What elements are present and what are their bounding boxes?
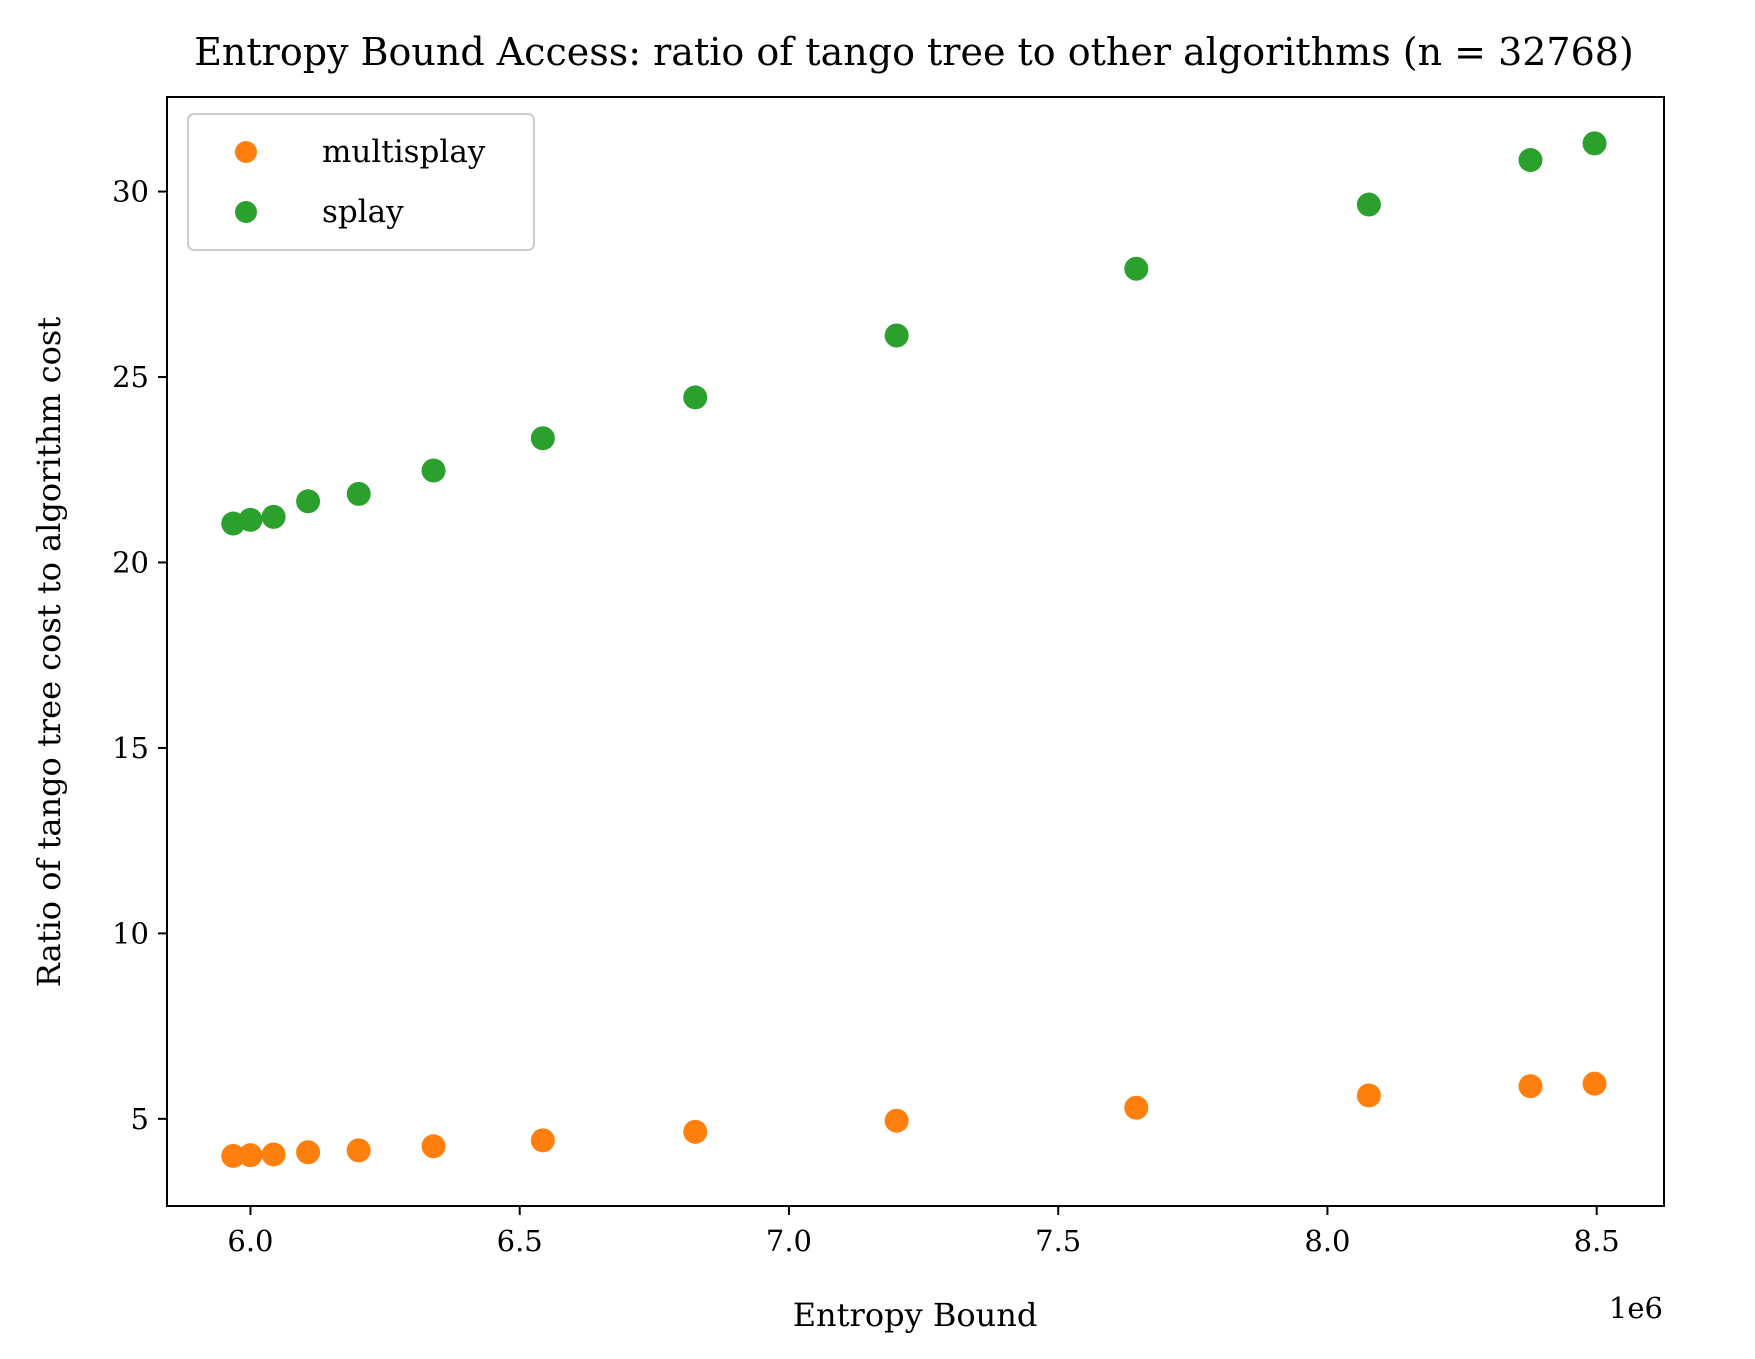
splay-point xyxy=(530,426,555,451)
multisplay-point xyxy=(530,1128,555,1153)
x-tick-label: 8.0 xyxy=(1304,1224,1350,1258)
splay-point xyxy=(346,481,371,506)
splay-point xyxy=(261,504,286,529)
chart-title: Entropy Bound Access: ratio of tango tre… xyxy=(194,30,1634,74)
multisplay-point xyxy=(221,1143,246,1168)
x-tick-label: 7.0 xyxy=(766,1224,812,1258)
multisplay-point xyxy=(1518,1074,1543,1099)
x-tick-label: 8.5 xyxy=(1574,1224,1620,1258)
legend-box xyxy=(187,113,535,251)
splay-point xyxy=(421,458,446,483)
multisplay-point xyxy=(346,1138,371,1163)
legend-label-splay: splay xyxy=(322,194,404,230)
x-axis-ticks: 6.0 6.5 7.0 7.5 8.0 8.5 xyxy=(227,1206,1620,1258)
multisplay-point xyxy=(1124,1095,1149,1120)
x-tick-label: 6.0 xyxy=(227,1224,273,1258)
y-axis-ticks: 5 10 15 20 25 30 xyxy=(112,175,167,1136)
splay-point xyxy=(1518,148,1543,173)
splay-point xyxy=(1124,256,1149,281)
multisplay-point xyxy=(261,1142,286,1167)
multisplay-point xyxy=(683,1119,708,1144)
splay-point xyxy=(683,385,708,410)
splay-point xyxy=(238,507,263,532)
splay-point xyxy=(296,489,321,514)
y-tick-label: 15 xyxy=(112,731,149,765)
series-multisplay xyxy=(221,1071,1607,1168)
multisplay-point xyxy=(296,1140,321,1165)
x-axis-label: Entropy Bound xyxy=(793,1296,1038,1334)
y-tick-label: 5 xyxy=(131,1102,149,1136)
y-tick-label: 20 xyxy=(112,545,149,579)
legend: multisplay splay xyxy=(187,113,535,251)
multisplay-point xyxy=(1582,1071,1607,1096)
legend-label-multisplay: multisplay xyxy=(322,134,486,170)
splay-point xyxy=(1356,192,1381,217)
multisplay-point xyxy=(238,1143,263,1168)
y-tick-label: 30 xyxy=(112,175,149,209)
legend-marker-splay xyxy=(235,201,257,223)
x-tick-label: 7.5 xyxy=(1035,1224,1081,1258)
multisplay-point xyxy=(884,1108,909,1133)
plot-area-frame xyxy=(166,96,1665,1207)
y-axis-label: Ratio of tango tree cost to algorithm co… xyxy=(30,317,68,988)
data-points xyxy=(221,131,1607,1168)
series-splay xyxy=(221,131,1607,536)
legend-marker-multisplay xyxy=(235,141,257,163)
y-tick-label: 10 xyxy=(112,916,149,950)
multisplay-point xyxy=(421,1134,446,1159)
y-tick-label: 25 xyxy=(112,360,149,394)
x-axis-offset-label: 1e6 xyxy=(1609,1291,1663,1325)
splay-point xyxy=(1582,131,1607,156)
x-tick-label: 6.5 xyxy=(497,1224,543,1258)
multisplay-point xyxy=(1356,1083,1381,1108)
splay-point xyxy=(884,323,909,348)
